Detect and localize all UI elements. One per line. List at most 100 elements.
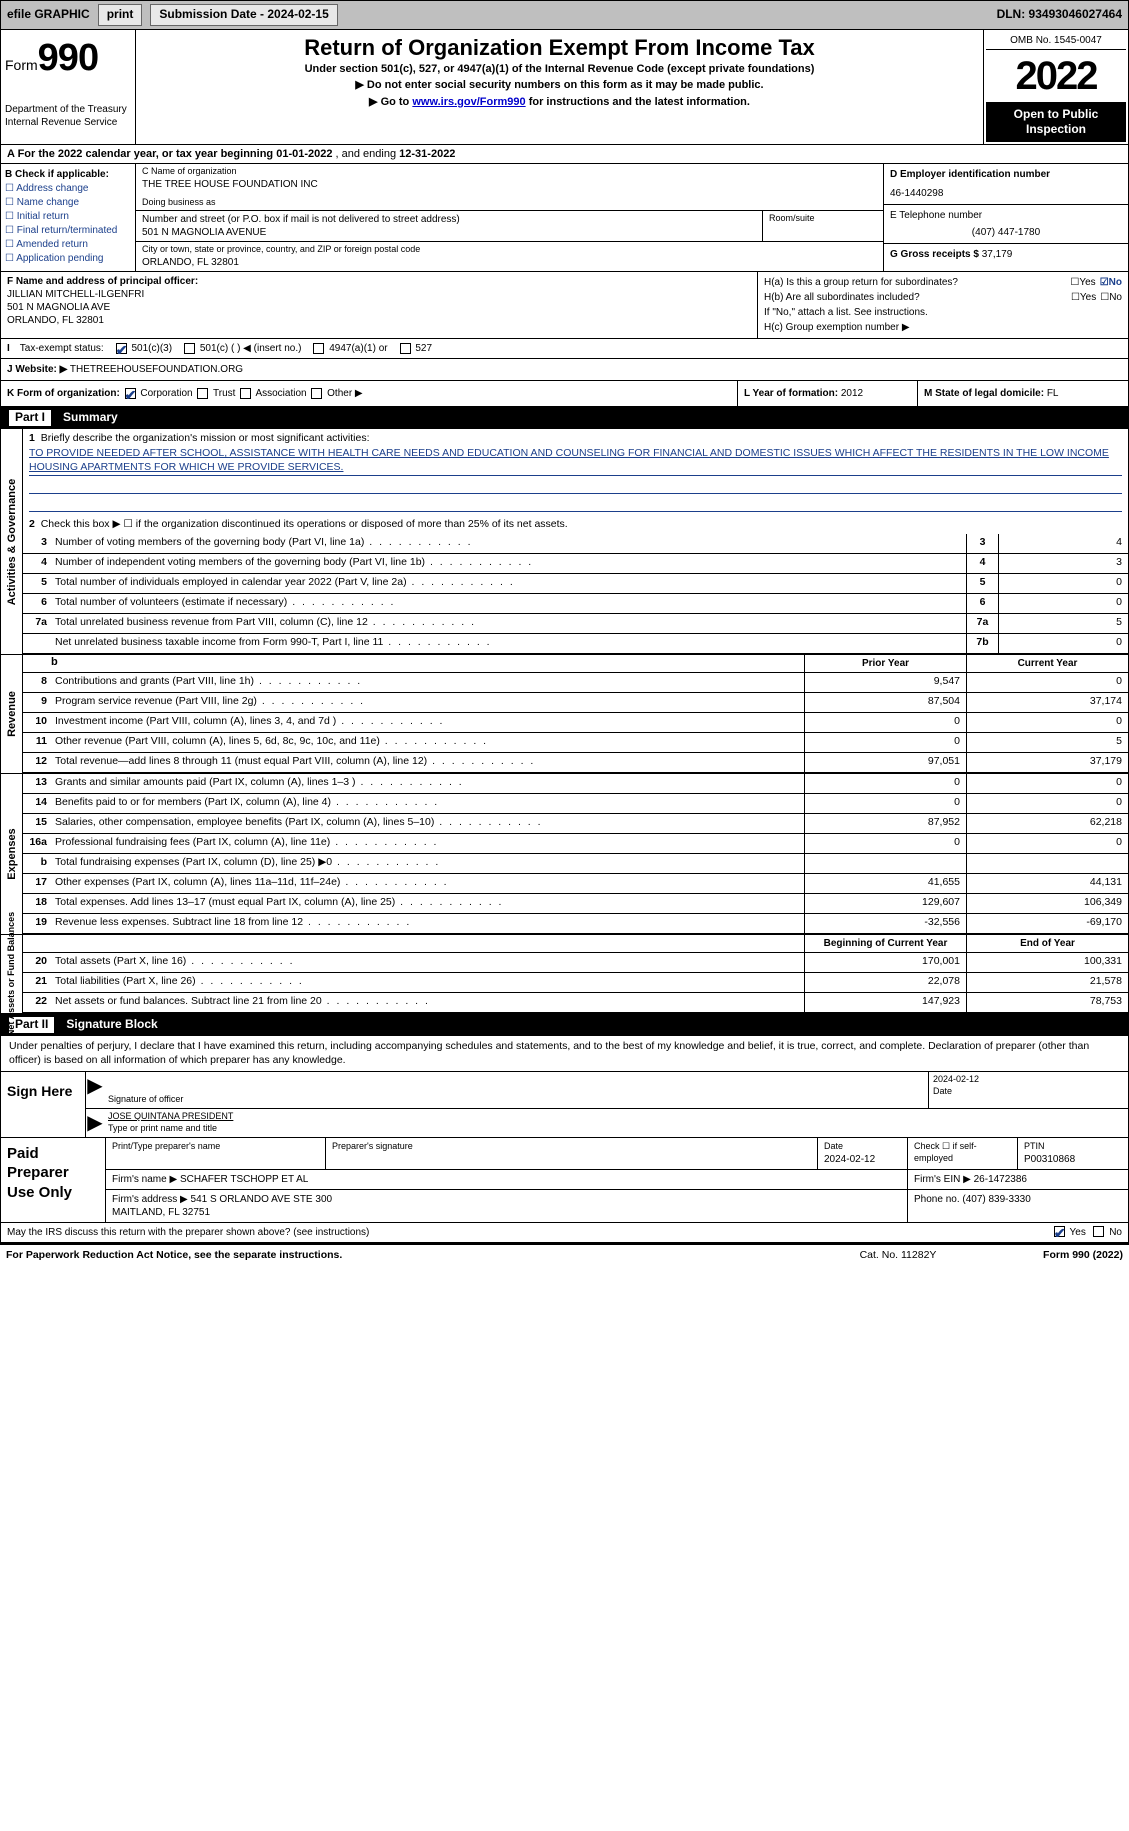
b-label: B Check if applicable: — [5, 169, 109, 180]
chk-amended[interactable]: ☐ Amended return — [5, 238, 131, 251]
preparer-name-cell: Print/Type preparer's name — [106, 1138, 326, 1169]
website-value: THETREEHOUSEFOUNDATION.ORG — [70, 364, 243, 375]
status-501c[interactable]: 501(c) ( ) ◀ (insert no.) — [182, 342, 301, 355]
side-label-ag: Activities & Governance — [1, 429, 23, 655]
summary-line: 16aProfessional fundraising fees (Part I… — [23, 834, 1128, 854]
ha-yes[interactable]: ☐Yes — [1070, 276, 1095, 289]
chk-initial-return[interactable]: ☐ Initial return — [5, 210, 131, 223]
gross-receipts-cell: G Gross receipts $ 37,179 — [884, 244, 1128, 265]
summary-line: 17Other expenses (Part IX, column (A), l… — [23, 874, 1128, 894]
chk-app-pending[interactable]: ☐ Application pending — [5, 252, 131, 265]
form-title: Return of Organization Exempt From Incom… — [144, 34, 975, 63]
summary-line: 15Salaries, other compensation, employee… — [23, 814, 1128, 834]
mission-blank-line — [29, 498, 1122, 512]
col-c-org-info: C Name of organization THE TREE HOUSE FO… — [136, 164, 883, 271]
firm-ein-cell: Firm's EIN ▶ 26-1472386 — [908, 1170, 1128, 1189]
ein-cell: D Employer identification number 46-1440… — [884, 164, 1128, 205]
side-label-revenue: Revenue — [1, 655, 23, 773]
paperwork-notice: For Paperwork Reduction Act Notice, see … — [6, 1249, 823, 1263]
summary-line: 21Total liabilities (Part X, line 26)22,… — [23, 973, 1128, 993]
summary-line: 4Number of independent voting members of… — [23, 554, 1128, 574]
tax-year: 2022 — [986, 50, 1126, 103]
mission-block: 1 Briefly describe the organization's mi… — [23, 429, 1128, 535]
preparer-label: Paid Preparer Use Only — [1, 1138, 106, 1222]
efile-label: efile GRAPHIC — [7, 7, 90, 23]
street-address: 501 N MAGNOLIA AVENUE — [142, 226, 756, 239]
form-number: 990 — [38, 37, 98, 79]
tax-exempt-status-row: ITax-exempt status: 501(c)(3) 501(c) ( )… — [0, 339, 1129, 359]
discuss-no[interactable]: No — [1091, 1226, 1122, 1239]
k-corp[interactable]: Corporation — [123, 388, 193, 399]
summary-line: 6Total number of volunteers (estimate if… — [23, 594, 1128, 614]
form-of-org: K Form of organization: Corporation Trus… — [1, 381, 738, 406]
section-revenue: Revenue b Prior Year Current Year 8Contr… — [0, 655, 1129, 774]
ein-value: 46-1440298 — [890, 187, 1122, 200]
summary-line: 14Benefits paid to or for members (Part … — [23, 794, 1128, 814]
mission-text: TO PROVIDE NEEDED AFTER SCHOOL, ASSISTAN… — [29, 447, 1122, 475]
k-trust[interactable]: Trust — [195, 388, 235, 399]
status-501c3[interactable]: 501(c)(3) — [114, 342, 172, 355]
officer-signature-field[interactable]: Signature of officer — [104, 1072, 928, 1108]
discuss-yes[interactable]: Yes — [1052, 1226, 1086, 1239]
hb-yes[interactable]: ☐Yes — [1071, 291, 1096, 304]
header-left: Form990 Department of the Treasury Inter… — [1, 30, 136, 144]
summary-line: 18Total expenses. Add lines 13–17 (must … — [23, 894, 1128, 914]
note-link: ▶ Go to www.irs.gov/Form990 for instruct… — [144, 95, 975, 109]
page-footer: For Paperwork Reduction Act Notice, see … — [0, 1243, 1129, 1267]
summary-line: 5Total number of individuals employed in… — [23, 574, 1128, 594]
signature-date: 2024-02-12 Date — [928, 1072, 1128, 1108]
header-right: OMB No. 1545-0047 2022 Open to Public In… — [983, 30, 1128, 144]
summary-line: 11Other revenue (Part VIII, column (A), … — [23, 733, 1128, 753]
preparer-ptin-cell: PTINP00310868 — [1018, 1138, 1128, 1169]
side-label-netassets: Net Assets or Fund Balances — [1, 935, 23, 1013]
form-header: Form990 Department of the Treasury Inter… — [0, 30, 1129, 145]
preparer-row-1: Print/Type preparer's name Preparer's si… — [106, 1138, 1128, 1170]
sign-here-block: Sign Here ▶ Signature of officer 2024-02… — [0, 1072, 1129, 1138]
status-527[interactable]: 527 — [398, 342, 432, 355]
block-bcd: B Check if applicable: ☐ Address change … — [0, 164, 1129, 271]
form-ref: Form 990 (2022) — [973, 1249, 1123, 1263]
k-other[interactable]: Other ▶ — [309, 388, 362, 399]
hb-no[interactable]: ☐No — [1100, 291, 1122, 304]
summary-line: bTotal fundraising expenses (Part IX, co… — [23, 854, 1128, 874]
gross-receipts: 37,179 — [982, 249, 1013, 260]
submission-date: Submission Date - 2024-02-15 — [150, 4, 337, 26]
ha-no[interactable]: ☑No — [1100, 276, 1122, 289]
chk-address-change[interactable]: ☐ Address change — [5, 182, 131, 195]
preparer-selfemployed-cell[interactable]: Check ☐ if self-employed — [908, 1138, 1018, 1169]
revenue-column-headers: b Prior Year Current Year — [23, 655, 1128, 673]
summary-line: 22Net assets or fund balances. Subtract … — [23, 993, 1128, 1013]
cat-number: Cat. No. 11282Y — [823, 1249, 973, 1263]
dept-label: Department of the Treasury Internal Reve… — [5, 103, 131, 129]
section-expenses: Expenses 13Grants and similar amounts pa… — [0, 774, 1129, 935]
firm-addr-cell: Firm's address ▶ 541 S ORLANDO AVE STE 3… — [106, 1190, 908, 1222]
irs-link[interactable]: www.irs.gov/Form990 — [412, 96, 525, 108]
side-label-expenses: Expenses — [1, 774, 23, 934]
summary-line: 19Revenue less expenses. Subtract line 1… — [23, 914, 1128, 934]
preparer-sig-cell[interactable]: Preparer's signature — [326, 1138, 818, 1169]
group-return: H(a) Is this a group return for subordin… — [758, 272, 1128, 338]
print-button[interactable]: print — [98, 4, 143, 26]
tel-cell: E Telephone number (407) 447-1780 — [884, 205, 1128, 244]
summary-line: 9Program service revenue (Part VIII, lin… — [23, 693, 1128, 713]
header-center: Return of Organization Exempt From Incom… — [136, 30, 983, 144]
col-d-ein-tel: D Employer identification number 46-1440… — [883, 164, 1128, 271]
part-i-header: Part I Summary — [0, 407, 1129, 429]
omb-number: OMB No. 1545-0047 — [986, 32, 1126, 50]
form-word: Form — [5, 57, 38, 73]
status-4947[interactable]: 4947(a)(1) or — [311, 342, 387, 355]
k-assoc[interactable]: Association — [238, 388, 306, 399]
section-net-assets: Net Assets or Fund Balances Beginning of… — [0, 935, 1129, 1014]
firm-phone-cell: Phone no. (407) 839-3330 — [908, 1190, 1128, 1222]
mission-blank-line — [29, 480, 1122, 494]
part-ii-header: Part II Signature Block — [0, 1014, 1129, 1036]
city-cell: City or town, state or province, country… — [136, 242, 883, 271]
sign-here-label: Sign Here — [1, 1072, 86, 1137]
chk-final-return[interactable]: ☐ Final return/terminated — [5, 224, 131, 237]
row-klm: K Form of organization: Corporation Trus… — [0, 381, 1129, 407]
discuss-with-preparer-row: May the IRS discuss this return with the… — [0, 1223, 1129, 1243]
chk-name-change[interactable]: ☐ Name change — [5, 196, 131, 209]
section-activities-governance: Activities & Governance 1 Briefly descri… — [0, 429, 1129, 656]
signature-declaration: Under penalties of perjury, I declare th… — [0, 1036, 1129, 1072]
row-a-calendar-year: A For the 2022 calendar year, or tax yea… — [0, 145, 1129, 164]
